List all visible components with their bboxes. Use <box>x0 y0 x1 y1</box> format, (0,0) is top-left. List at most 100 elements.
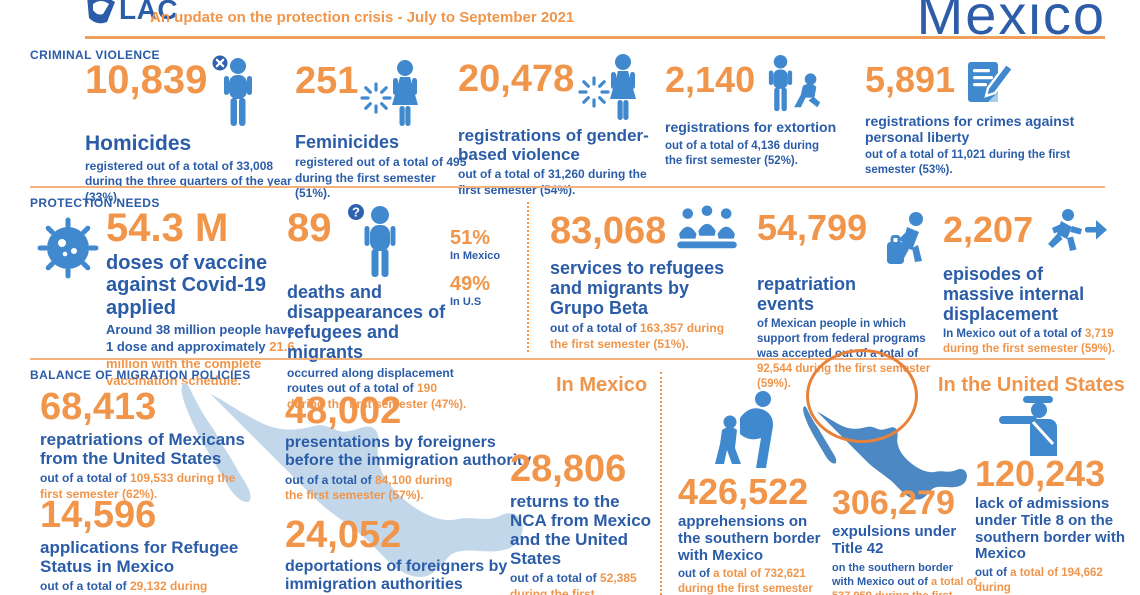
stat-value: 10,839 <box>85 58 208 102</box>
header-divider <box>85 36 1105 39</box>
stat-detail: on the southern border with Mexico out o… <box>832 561 977 595</box>
stat-value: 2,140 <box>665 59 756 100</box>
document-pen-icon <box>968 62 1015 102</box>
woman-burst-icon <box>578 54 637 120</box>
stat-label: registrations of gender-based violence <box>458 126 649 165</box>
stat-value: 306,279 <box>832 484 955 522</box>
stat-label: registrations for extortion <box>665 119 837 135</box>
border-officer-icon <box>999 396 1057 456</box>
dotted-separator-vertical <box>527 202 529 352</box>
pct-value: 51% <box>450 227 491 249</box>
stat-label: repatriation events <box>757 274 857 315</box>
stat-label: episodes of massive internal displacemen… <box>943 264 1085 325</box>
country-title: Mexico <box>916 0 1106 46</box>
stat-feminicides: 251 Feminicides registered <box>295 60 470 202</box>
in-mexico-header: In Mexico <box>556 374 648 396</box>
woman-burst-icon <box>360 60 419 126</box>
section-title-protection-needs: PROTECTION NEEDS <box>30 196 160 210</box>
stat-detail: out of a total of 29,132 during <box>40 579 208 594</box>
stat-label: registrations for crimes against persona… <box>865 113 1075 145</box>
runner-arrow-icon <box>1048 209 1108 251</box>
stat-detail: out of a total of 84,100 during the firs… <box>285 472 453 503</box>
in-us-header: In the United States <box>938 374 1125 396</box>
stat-presentations-foreigners: 48,002 presentations by foreigners befor… <box>285 392 535 504</box>
stat-detail: out of a total of 52,385 during the firs… <box>510 571 637 595</box>
pct-label: In Mexico <box>450 250 501 262</box>
stat-refugee-applications: 14,596 applications for Refugee Status i… <box>40 496 280 595</box>
stat-detail: out of a total of 31,260 during the firs… <box>458 167 647 197</box>
stat-label: applications for Refugee Status in Mexic… <box>40 538 239 577</box>
stat-personal-liberty: 5,891 registrations for crimes against p… <box>865 62 1090 178</box>
stat-label: Homicides <box>85 132 192 155</box>
stat-detail: out of a total of 732,621 during the fir… <box>678 568 813 595</box>
stat-detail: out of a total of 11,021 during the firs… <box>865 149 1071 177</box>
stat-detail: In Mexico out of a total of 3,719 during… <box>943 328 1115 356</box>
svg-text:?: ? <box>352 205 360 220</box>
pct-label: In U.S <box>450 296 482 308</box>
stat-label: repatriations of Mexicans from the Unite… <box>40 430 246 469</box>
mexico-map-light-icon <box>181 383 523 578</box>
stat-detail: out of a total of 163,357 during the fir… <box>550 321 725 352</box>
stat-detail: out of a total of 4,136 during the first… <box>665 139 819 167</box>
section-divider <box>30 186 1105 188</box>
stat-value: 68,413 <box>40 386 157 428</box>
stat-title8-admissions: 120,243 lack of admissions under Title 8… <box>975 392 1140 595</box>
section-title-migration: BALANCE OF MIGRATION POLICIES <box>30 368 251 382</box>
pct-in-mexico: 51% In Mexico <box>450 228 500 262</box>
stat-value: 120,243 <box>975 453 1106 494</box>
traveler-luggage-icon <box>887 212 924 264</box>
stat-value: 48,002 <box>285 390 402 432</box>
people-group-icon <box>677 205 738 249</box>
logo-text: LAC <box>119 0 179 25</box>
stat-label: doses of vaccine against Covid-19 applie… <box>106 252 268 319</box>
lac-logo-icon <box>87 0 115 24</box>
stat-value: 28,806 <box>510 448 627 490</box>
stat-value: 426,522 <box>678 471 809 512</box>
stat-vaccine: 54.3 M doses of vaccine against Covid-19… <box>106 208 311 390</box>
stat-deportations-foreigners: 24,052 deportations of foreigners by imm… <box>285 516 535 595</box>
stat-extortion: 2,140 registrations for extortion out of… <box>665 54 840 169</box>
stat-detail: registered out of a total of 33,008 duri… <box>85 158 292 204</box>
extortion-icon <box>768 54 821 112</box>
stat-value: 54,799 <box>757 207 868 248</box>
section-title-criminal-violence: CRIMINAL VIOLENCE <box>30 48 160 62</box>
stat-detail: out of a total of 109,533 during the fir… <box>40 471 236 501</box>
person-question-icon: ? <box>345 202 395 277</box>
pct-value: 49% <box>450 273 491 295</box>
stat-value: 89 <box>287 206 332 250</box>
stat-gender-violence: 20,478 registrations of gender- <box>458 54 658 198</box>
stat-label: presentations by foreigners before the i… <box>285 434 532 469</box>
report-subtitle: An update on the protection crisis - Jul… <box>150 9 575 26</box>
logo: LAC <box>85 0 178 28</box>
stat-value: 83,068 <box>550 210 667 252</box>
stat-value: 24,052 <box>285 514 402 556</box>
stat-value: 5,891 <box>865 59 956 100</box>
stat-detail: out of a total of 194,662 during <box>975 567 1103 595</box>
pct-in-us: 49% In U.S <box>450 274 490 308</box>
stat-returns-nca: 28,806 returns to the NCA from Mexico an… <box>510 450 675 595</box>
stat-repatriations-mexicans: 68,413 repatriations of Mexicans from th… <box>40 388 280 502</box>
stat-deaths-disappearances: 89 ? deaths and disappearances of refuge… <box>287 202 477 412</box>
stat-value: 54.3 M <box>106 206 229 250</box>
dotted-separator-vertical <box>660 372 662 595</box>
person-x-icon <box>211 54 253 126</box>
stat-homicides: 10,839 Homicides registered out of a tot… <box>85 54 320 205</box>
stat-internal-displacement: 2,207 episodes of massive internal displ… <box>943 209 1133 357</box>
virus-icon <box>37 217 99 279</box>
stat-label: lack of admissions under Title 8 on the … <box>975 495 1125 563</box>
stat-detail: occurred along displacement routes out o… <box>287 365 467 411</box>
stat-grupo-beta: 83,068 services to refugees and migrants… <box>550 205 745 353</box>
section-divider <box>30 358 1105 360</box>
stat-value: 2,207 <box>943 209 1034 250</box>
border-highlight-ring <box>806 349 918 443</box>
apprehension-icon <box>715 391 773 468</box>
stat-label: services to refugees and migrants by Gru… <box>550 258 725 319</box>
stat-value: 14,596 <box>40 494 157 536</box>
stat-label: deaths and disappearances of refugees an… <box>287 282 446 363</box>
stat-label: Feminicides <box>295 132 400 152</box>
stat-label: deportations of foreigners by immigratio… <box>285 558 508 593</box>
stat-apprehensions: 426,522 apprehensions on the southern bo… <box>678 388 843 595</box>
stat-label: returns to the NCA from Mexico and the U… <box>510 492 652 569</box>
stat-value: 251 <box>295 60 359 102</box>
